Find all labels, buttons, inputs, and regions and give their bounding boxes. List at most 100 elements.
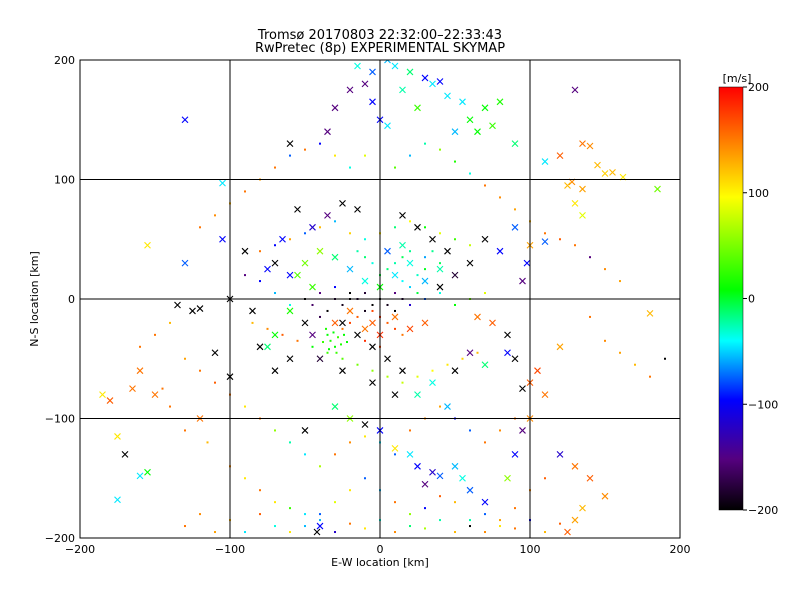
data-point-x	[286, 271, 294, 279]
data-point-dot	[341, 303, 344, 306]
data-point-x	[504, 331, 511, 339]
data-point-dot	[469, 429, 471, 432]
data-point-x	[211, 349, 219, 357]
data-point-x	[174, 301, 181, 309]
data-point-x	[586, 142, 594, 150]
data-point-dot	[416, 375, 419, 378]
data-point-dot	[289, 507, 291, 510]
data-point-dot	[514, 208, 516, 211]
data-point-dot	[454, 501, 456, 504]
data-point-dot	[349, 292, 351, 295]
y-tick-label: 100	[54, 174, 75, 187]
data-point-dot	[439, 495, 441, 498]
data-point-dot	[424, 268, 426, 271]
data-point-dot	[469, 525, 471, 528]
data-point-dot	[364, 256, 366, 259]
data-point-dot	[589, 315, 591, 318]
data-point-dot	[322, 341, 324, 344]
data-point-x	[313, 528, 321, 536]
data-point-dot	[319, 315, 321, 318]
grid-lines	[80, 60, 680, 538]
data-point-x	[429, 468, 436, 476]
data-point-x	[286, 307, 294, 315]
data-point-x	[369, 68, 376, 76]
data-point-x	[421, 277, 429, 285]
data-point-dot	[476, 351, 479, 354]
data-point-dot	[334, 501, 336, 504]
data-point-dot	[244, 190, 246, 193]
data-point-dot	[394, 531, 396, 534]
data-point-x	[511, 223, 519, 231]
data-point-x	[414, 104, 421, 112]
data-point-x	[339, 367, 346, 375]
data-point-x	[399, 86, 406, 94]
data-point-dot	[244, 477, 246, 480]
data-point-dot	[334, 531, 336, 534]
data-point-dot	[409, 429, 411, 432]
data-point-dot	[424, 226, 426, 229]
data-point-x	[429, 235, 436, 243]
data-point-dot	[319, 513, 321, 516]
data-point-dot	[439, 292, 441, 295]
data-point-dot	[326, 309, 329, 312]
data-point-dot	[424, 507, 426, 510]
data-point-x	[414, 223, 421, 231]
data-point-x	[219, 179, 226, 187]
data-point-dot	[334, 453, 336, 456]
data-point-dot	[334, 154, 336, 157]
data-point-x	[556, 152, 564, 159]
data-point-dot	[319, 519, 321, 522]
data-point-x	[564, 528, 571, 536]
colorbar-tick-label: 200	[748, 81, 769, 94]
data-point-x	[121, 450, 129, 458]
data-point-x	[189, 307, 196, 315]
data-point-x	[474, 313, 481, 321]
data-point-x	[354, 205, 361, 213]
data-point-dot	[184, 357, 186, 360]
data-point-x	[511, 355, 519, 363]
data-point-dot	[199, 513, 201, 516]
data-point-x	[421, 319, 429, 327]
data-point-dot	[364, 154, 366, 157]
data-point-dot	[325, 327, 327, 330]
data-point-dot	[334, 345, 336, 348]
data-point-dot	[514, 507, 516, 510]
data-point-x	[429, 379, 436, 387]
data-point-x	[466, 259, 474, 267]
data-point-dot	[349, 489, 351, 492]
data-point-dot	[304, 513, 306, 516]
data-point-dot	[394, 327, 396, 330]
colorbar-ticks: 200 100 0 −100 −200	[743, 81, 778, 517]
data-point-x	[114, 496, 121, 504]
y-tick-label: 0	[68, 293, 75, 306]
data-point-dot	[214, 531, 216, 534]
y-axis-label: N-S location [km]	[28, 251, 41, 347]
data-point-x	[534, 367, 541, 375]
data-point-dot	[214, 381, 216, 384]
data-point-dot	[274, 292, 276, 295]
data-point-x	[279, 235, 286, 243]
data-point-dot	[326, 333, 329, 336]
data-point-x	[451, 367, 459, 375]
data-point-dot	[649, 375, 651, 378]
data-point-x	[556, 450, 564, 458]
data-point-dot	[544, 477, 546, 480]
data-point-dot	[401, 333, 404, 336]
data-point-dot	[244, 405, 246, 408]
data-point-x	[523, 259, 531, 267]
data-point-x	[331, 104, 339, 112]
data-point-x	[459, 98, 466, 106]
data-point-dot	[304, 232, 306, 235]
data-point-dot	[289, 531, 291, 534]
data-point-dot	[431, 369, 434, 372]
data-point-dot	[454, 303, 456, 306]
x-tick-label: 100	[520, 543, 541, 556]
data-point-x	[316, 247, 324, 255]
data-point-x	[654, 185, 661, 193]
data-point-x	[444, 92, 451, 100]
data-point-x	[511, 450, 519, 458]
data-point-dot	[386, 321, 389, 324]
data-point-x	[504, 474, 511, 482]
data-point-dot	[274, 166, 276, 169]
